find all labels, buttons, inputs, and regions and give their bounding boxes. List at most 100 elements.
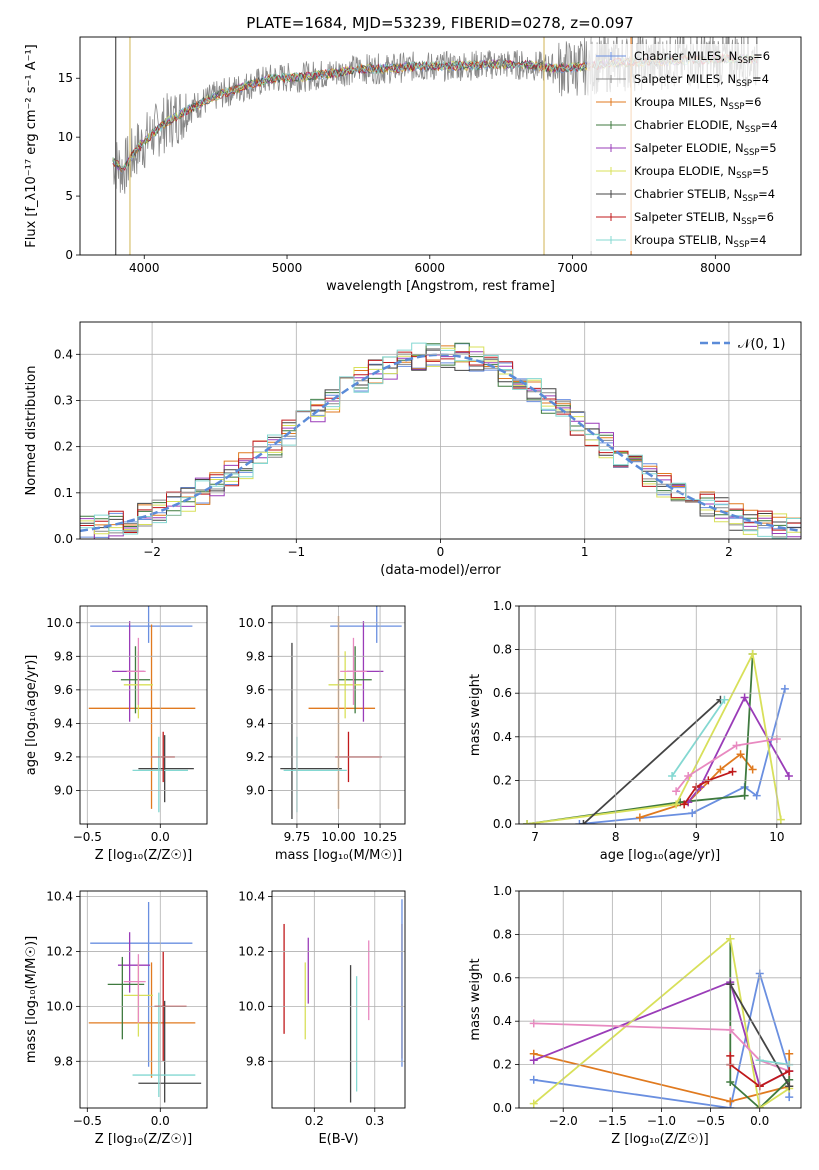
- legend-subscript: SSP: [734, 240, 750, 250]
- age_vs_Z-plot-area: [88, 606, 196, 813]
- y-tick-label: 9.2: [246, 750, 265, 764]
- data-point: [785, 1093, 794, 1102]
- y-tick-label: 0.2: [493, 1058, 512, 1072]
- y-axis-label: Normed distribution: [24, 366, 39, 496]
- y-tick-label: 9.8: [246, 1054, 265, 1068]
- x-tick-label: −0.5: [696, 1114, 725, 1128]
- x-tick-label: 0.0: [151, 830, 170, 844]
- mass_vs_EBV-frame: [271, 890, 406, 1109]
- x-axis-label: Z [log₁₀(Z/Z☉)]: [611, 1132, 708, 1147]
- x-tick-label: −2.0: [549, 1114, 578, 1128]
- y-tick-label: 0.0: [493, 1101, 512, 1115]
- y-tick-label: 0: [65, 248, 73, 262]
- legend-suffix: =5: [760, 141, 777, 155]
- y-tick-label: 9.6: [246, 683, 265, 697]
- x-tick-label: −2: [143, 545, 161, 559]
- data-point: [684, 772, 693, 781]
- legend-label: Salpeter MILES, N: [634, 72, 736, 86]
- data-point: [748, 649, 757, 658]
- data-point: [716, 765, 725, 774]
- x-tick-label: 9.75: [284, 830, 311, 844]
- x-axis-label: wavelength [Angstrom, rest frame]: [326, 279, 555, 294]
- legend-subscript: SSP: [737, 56, 753, 66]
- data-point: [726, 934, 735, 943]
- y-tick-label: 10.0: [238, 999, 265, 1013]
- data-point: [726, 980, 735, 989]
- x-tick-label: 0.0: [151, 1114, 170, 1128]
- x-tick-label: 8000: [700, 261, 731, 275]
- data-point: [680, 800, 689, 809]
- legend-label: Kroupa ELODIE, N: [634, 164, 736, 178]
- x-tick-label: 7: [531, 830, 539, 844]
- mass-weight-series-8: [729, 1055, 790, 1088]
- x-tick-label: 10.00: [321, 830, 355, 844]
- legend-label: Salpeter ELODIE, N: [634, 141, 744, 155]
- y-axis-label: mass [log₁₀(M/M☉)]: [24, 936, 39, 1063]
- legend-entry: Chabrier MILES, NSSP=6: [634, 49, 770, 66]
- legend-label: Kroupa STELIB, N: [634, 233, 734, 247]
- residuals-frame: [79, 321, 802, 540]
- data-point: [726, 1077, 735, 1086]
- mass_vs_Z-plot-area: [88, 901, 202, 1103]
- y-tick-label: 0.6: [493, 686, 512, 700]
- data-point: [776, 815, 785, 824]
- legend-label: Chabrier STELIB, N: [634, 187, 742, 201]
- data-point: [740, 693, 749, 702]
- y-tick-label: 9.2: [54, 750, 73, 764]
- legend-suffix: =4: [752, 72, 769, 86]
- legend-subscript: SSP: [741, 217, 757, 227]
- data-point: [752, 791, 761, 800]
- mass-weight-series-2: [729, 938, 790, 1108]
- data-point: [529, 1099, 538, 1108]
- data-point: [740, 791, 749, 800]
- mass-weight-series-7: [759, 1059, 790, 1066]
- x-tick-label: 8: [612, 830, 620, 844]
- age_vs_mass-plot-area: [280, 606, 402, 819]
- data-point: [736, 750, 745, 759]
- x-tick-label: 9: [692, 830, 700, 844]
- x-tick-label: 10: [769, 830, 784, 844]
- x-tick-label: 1: [581, 545, 589, 559]
- data-point: [523, 820, 532, 824]
- data-point: [748, 765, 757, 774]
- data-point: [785, 1049, 794, 1058]
- spectrum-frame: [79, 36, 802, 256]
- y-axis-label: mass weight: [468, 674, 483, 756]
- data-point: [579, 820, 588, 824]
- mass-weight-series-5: [675, 738, 777, 792]
- data-point: [529, 1056, 538, 1065]
- mass-weight-series-6: [582, 699, 722, 824]
- y-tick-label: 1.0: [493, 599, 512, 613]
- y-tick-label: 10.0: [46, 999, 73, 1013]
- x-axis-label: Z [log₁₀(Z/Z☉)]: [95, 1132, 192, 1147]
- y-tick-label: 1.0: [493, 884, 512, 898]
- data-point: [780, 684, 789, 693]
- x-tick-label: 2: [725, 545, 733, 559]
- y-tick-label: 0.0: [54, 532, 73, 546]
- y-tick-label: 10.2: [238, 944, 265, 958]
- figure-title: PLATE=1684, MJD=53239, FIBERID=0278, z=0…: [246, 14, 633, 32]
- data-point: [726, 1025, 735, 1034]
- legend-subscript: SSP: [736, 79, 752, 89]
- data-point: [635, 813, 644, 822]
- data-point: [726, 1051, 735, 1060]
- data-point: [726, 1097, 735, 1106]
- legend-label: Salpeter STELIB, N: [634, 210, 741, 224]
- y-tick-label: 0.6: [493, 971, 512, 985]
- y-axis-label: Flux [f_λ10⁻¹⁷ erg cm⁻² s⁻¹ A⁻¹]: [24, 44, 39, 248]
- legend-subscript: SSP: [744, 148, 760, 158]
- legend-subscript: SSP: [742, 194, 758, 204]
- data-point: [785, 1067, 794, 1076]
- legend-entry: Kroupa ELODIE, NSSP=5: [634, 164, 769, 181]
- x-axis-label: age [log₁₀(age/yr)]: [600, 848, 721, 863]
- y-tick-label: 10.0: [46, 616, 73, 630]
- x-tick-label: −1.5: [598, 1114, 627, 1128]
- legend-entry: Kroupa STELIB, NSSP=4: [634, 233, 766, 250]
- legend-entry: 𝒩(0, 1): [738, 337, 785, 352]
- y-tick-label: 0.3: [54, 393, 73, 407]
- legend-suffix: =5: [752, 164, 769, 178]
- y-tick-label: 15: [58, 71, 73, 85]
- y-tick-label: 0.4: [493, 1014, 512, 1028]
- y-tick-label: 0.2: [54, 440, 73, 454]
- x-tick-label: −0.5: [73, 1114, 102, 1128]
